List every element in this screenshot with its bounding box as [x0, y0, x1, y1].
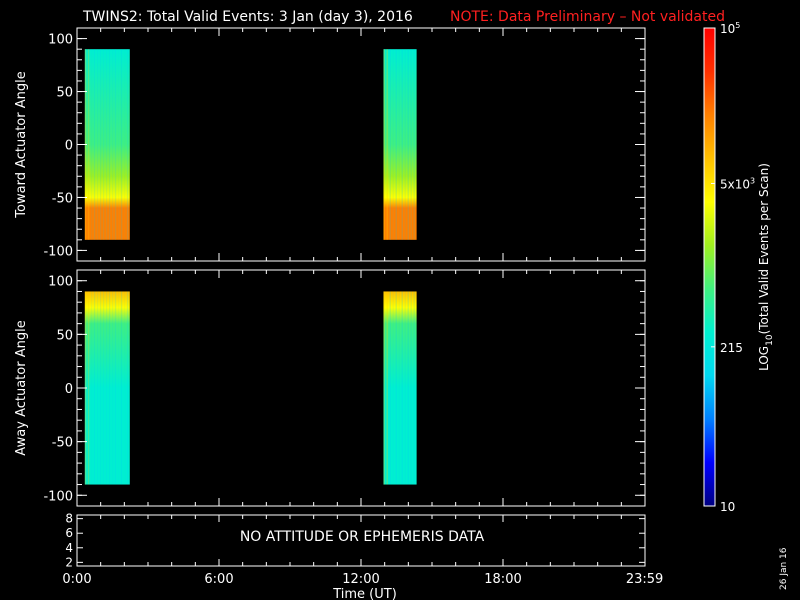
- toward-angle-panel: 100 50 0 -50 -100 Toward Actuator Angle: [14, 27, 646, 262]
- x-tick-label: 12:00: [342, 572, 379, 587]
- heatmap-stripe: [90, 49, 93, 240]
- heatmap-stripe: [87, 49, 90, 240]
- heatmap-stripe: [413, 49, 415, 240]
- heatmap-stripe: [120, 291, 123, 485]
- y-tick-label: -100: [43, 489, 73, 504]
- colorbar-tick-label: 5x103: [720, 176, 755, 191]
- x-tick-label: 6:00: [204, 572, 233, 587]
- heatmap-segment: [383, 49, 417, 240]
- colorbar-tick-label: 10: [720, 500, 735, 514]
- x-tick-label: 18:00: [484, 572, 521, 587]
- heatmap-stripe: [413, 291, 415, 485]
- colorbar-bar: [703, 27, 716, 507]
- heatmap-stripe: [93, 291, 96, 485]
- heatmap-stripe: [398, 49, 400, 240]
- x-tick-label: 0:00: [62, 572, 91, 587]
- y-tick-label: 8: [65, 512, 73, 526]
- heatmap-stripe: [392, 49, 394, 240]
- heatmap-stripe: [105, 49, 108, 240]
- heatmap-stripe: [407, 49, 409, 240]
- heatmap-stripe: [123, 49, 126, 240]
- heatmap-stripe: [90, 291, 93, 485]
- heatmap-stripe: [395, 49, 397, 240]
- heatmap-stripe: [383, 49, 385, 240]
- heatmap-stripe: [123, 291, 126, 485]
- heatmap-stripe: [108, 49, 111, 240]
- heatmap-segment: [84, 49, 130, 240]
- heatmap-stripe: [102, 291, 105, 485]
- y-tick-label: 100: [48, 275, 73, 290]
- heatmap-stripe: [386, 291, 388, 485]
- y-axis-label: Toward Actuator Angle: [14, 71, 29, 218]
- y-tick-label: 50: [56, 86, 73, 101]
- heatmap-stripe: [404, 291, 406, 485]
- heatmap-stripe: [117, 49, 120, 240]
- heatmap-stripe: [111, 49, 114, 240]
- heatmap-stripe: [389, 291, 391, 485]
- y-tick-label: 100: [48, 33, 73, 48]
- x-tick-label: 23:59: [626, 572, 663, 587]
- plot-frame: [76, 269, 646, 507]
- figure-title: TWINS2: Total Valid Events: 3 Jan (day 3…: [82, 9, 413, 25]
- heatmap-stripe: [108, 291, 111, 485]
- heatmap-stripe: [117, 291, 120, 485]
- heatmap-stripe: [410, 49, 412, 240]
- heatmap-stripe: [401, 291, 403, 485]
- heatmap-stripe: [87, 291, 90, 485]
- heatmap-stripe: [407, 291, 409, 485]
- y-tick-label: 6: [65, 526, 73, 540]
- heatmap-stripe: [120, 49, 123, 240]
- heatmap-stripe: [395, 291, 397, 485]
- heatmap-stripe: [398, 291, 400, 485]
- heatmap-stripe: [389, 49, 391, 240]
- y-tick-label: 50: [56, 328, 73, 343]
- heatmap-stripe: [102, 49, 105, 240]
- heatmap-stripe: [114, 49, 117, 240]
- y-tick-label: 4: [65, 541, 73, 555]
- heatmap-stripe: [386, 49, 388, 240]
- heatmap-segment: [383, 291, 417, 485]
- y-tick-label: 0: [65, 382, 73, 397]
- y-tick-label: -50: [52, 191, 73, 206]
- y-tick-label: 0: [65, 139, 73, 154]
- heatmap-stripe: [96, 49, 99, 240]
- x-axis-label: Time (UT): [332, 587, 397, 600]
- heatmap-stripe: [383, 291, 385, 485]
- heatmap-stripe: [93, 49, 96, 240]
- heatmap-stripe: [404, 49, 406, 240]
- heatmap-stripe: [99, 291, 102, 485]
- heatmap-stripe: [114, 291, 117, 485]
- heatmap-stripe: [126, 49, 129, 240]
- heatmap-stripe: [99, 49, 102, 240]
- heatmap-stripe: [105, 291, 108, 485]
- colorbar-tick-label: 215: [720, 341, 743, 355]
- y-tick-label: -50: [52, 436, 73, 451]
- y-tick-label: 2: [65, 555, 73, 569]
- heatmap-stripe: [126, 291, 129, 485]
- heatmap-stripe: [111, 291, 114, 485]
- y-tick-label: -100: [43, 244, 73, 259]
- heatmap-stripe: [401, 49, 403, 240]
- heatmap-stripe: [96, 291, 99, 485]
- away-angle-panel: 100 50 0 -50 -100 Away Actuator Angle: [14, 269, 646, 507]
- y-axis-label: Away Actuator Angle: [14, 320, 29, 455]
- colorbar: 105 5x103 215 10 LOG10(Total Valid Events pe…: [703, 21, 775, 514]
- colorbar-tick-label: 105: [720, 21, 740, 36]
- colorbar-label: LOG10(Total Valid Events per Scan): [757, 163, 775, 371]
- date-stamp: 26 Jan 16: [779, 547, 789, 590]
- plot-frame: [76, 27, 646, 262]
- no-data-message: NO ATTITUDE OR EPHEMERIS DATA: [240, 529, 485, 545]
- heatmap-stripe: [410, 291, 412, 485]
- heatmap-segment: [84, 291, 130, 485]
- heatmap-stripe: [392, 291, 394, 485]
- preliminary-note: NOTE: Data Preliminary – Not validated: [450, 9, 725, 25]
